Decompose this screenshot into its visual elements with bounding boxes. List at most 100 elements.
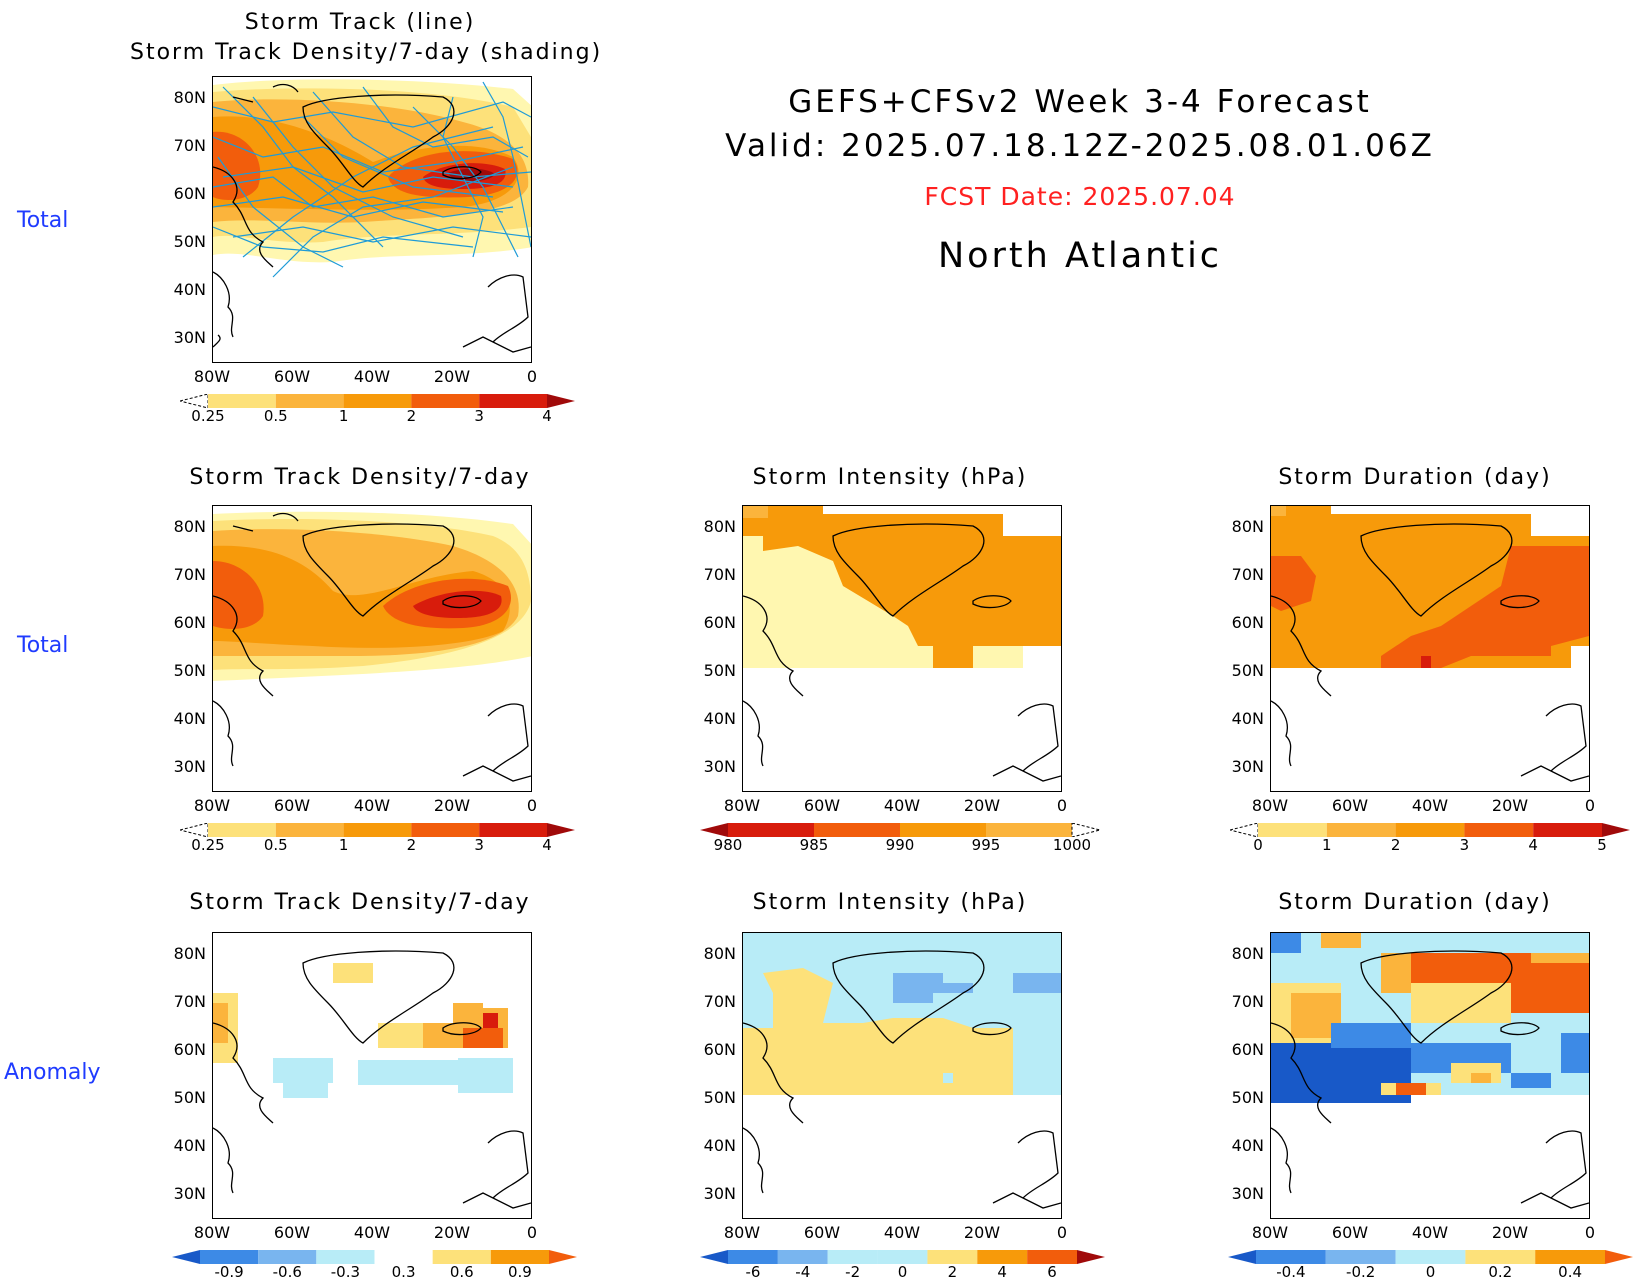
colorbar-segment	[900, 823, 986, 837]
colorbar-tick-label: -2	[845, 1263, 861, 1281]
lat-tick-label: 40N	[703, 709, 736, 728]
colorbar-intensity-total	[700, 823, 1100, 837]
lat-tick-label: 80N	[1231, 517, 1264, 536]
lon-tick-label: 60W	[1331, 796, 1369, 815]
lat-tick-label: 40N	[1231, 1136, 1264, 1155]
colorbar-duration-anom	[1228, 1250, 1633, 1264]
lat-tick-label: 80N	[173, 944, 206, 963]
lat-tick-label: 30N	[173, 328, 206, 347]
lat-tick-label: 60N	[173, 1040, 206, 1059]
colorbar-duration-total	[1230, 823, 1630, 837]
lon-tick-label: 80W	[1251, 796, 1289, 815]
lon-tick-label: 80W	[723, 1223, 761, 1242]
panel-1-coastline	[213, 83, 531, 353]
lon-tick-label: 60W	[273, 367, 311, 386]
lon-tick-label: 80W	[193, 1223, 231, 1242]
lon-tick-label: 0	[1584, 796, 1596, 815]
lat-tick-label: 30N	[173, 757, 206, 776]
colorbar-tick-label: 0.3	[391, 1263, 416, 1281]
lon-tick-label: 20W	[433, 1223, 471, 1242]
colorbar-segment	[549, 1250, 577, 1264]
colorbar-segment	[316, 1250, 375, 1264]
lon-tick-label: 60W	[273, 1223, 311, 1242]
colorbar-segment	[1605, 1250, 1633, 1264]
region-title: North Atlantic	[937, 236, 1223, 276]
colorbar-tick-label: -0.9	[214, 1263, 244, 1281]
lon-tick-label: 80W	[723, 796, 761, 815]
panel-4-coastline	[1271, 523, 1589, 782]
colorbar-tick-label: 0.9	[507, 1263, 532, 1281]
lon-tick-label: 20W	[963, 1223, 1001, 1242]
lat-tick-label: 30N	[703, 757, 736, 776]
colorbar-segment	[728, 1250, 778, 1264]
lat-tick-label: 30N	[1231, 1184, 1264, 1203]
colorbar-segment	[1256, 1250, 1326, 1264]
panel-2-title: Storm Track Density/7-day	[189, 465, 531, 490]
lon-tick-label: 60W	[1331, 1223, 1369, 1242]
lon-tick-label: 80W	[193, 796, 231, 815]
colorbar-segment	[1326, 823, 1396, 837]
colorbar-segment	[172, 1250, 200, 1264]
colorbar-tick-label: 1000	[1052, 836, 1092, 854]
lat-tick-label: 40N	[1231, 709, 1264, 728]
lon-tick-label: 40W	[883, 796, 921, 815]
colorbar-tick-label: 0	[1253, 836, 1263, 854]
colorbar-segment	[275, 394, 344, 408]
colorbar-segment	[827, 1250, 878, 1264]
colorbar-segment	[343, 823, 412, 837]
panel-7-coastline	[1271, 950, 1589, 1209]
colorbar-segment	[1602, 823, 1630, 837]
colorbar-tick-label: 2	[406, 407, 417, 425]
lat-tick-label: 50N	[1231, 1088, 1264, 1107]
colorbar-segment	[200, 1250, 259, 1264]
lon-tick-label: 40W	[353, 1223, 391, 1242]
lat-tick-label: 70N	[173, 565, 206, 584]
lon-tick-label: 40W	[883, 1223, 921, 1242]
panel-1-storm-tracks	[213, 81, 531, 278]
colorbar-tick-label: 985	[799, 836, 829, 854]
lon-tick-label: 0	[526, 1223, 538, 1242]
colorbar-segment	[490, 1250, 549, 1264]
lat-tick-label: 40N	[173, 280, 206, 299]
colorbar-tick-label: 995	[971, 836, 1001, 854]
lat-tick-label: 40N	[703, 1136, 736, 1155]
lat-tick-label: 80N	[173, 88, 206, 107]
panel-1-map	[212, 76, 532, 363]
lon-tick-label: 60W	[803, 1223, 841, 1242]
colorbar-tick-label: 5	[1597, 836, 1607, 854]
colorbar-tick-label: 980	[713, 836, 743, 854]
colorbar-tick-label: 4	[997, 1263, 1007, 1281]
colorbar-segment	[977, 1250, 1028, 1264]
lat-tick-label: 70N	[703, 992, 736, 1011]
colorbar-tick-label: 0.5	[263, 836, 288, 854]
lat-tick-label: 80N	[1231, 944, 1264, 963]
lon-tick-label: 0	[1056, 1223, 1068, 1242]
row-label-anomaly: Anomaly	[4, 1060, 101, 1085]
colorbar-tick-label: 0.6	[449, 1263, 474, 1281]
colorbar-segment	[411, 394, 480, 408]
colorbar-segment	[1395, 1250, 1466, 1264]
colorbar-tick-label: 0.4	[1558, 1263, 1583, 1281]
colorbar-segment	[208, 394, 276, 408]
panel-6-title: Storm Intensity (hPa)	[752, 890, 1028, 915]
lat-tick-label: 80N	[703, 517, 736, 536]
lat-tick-label: 30N	[1231, 757, 1264, 776]
panel-2-shading	[213, 511, 531, 681]
lon-tick-label: 20W	[1491, 796, 1529, 815]
colorbar-segment	[728, 823, 814, 837]
colorbar-segment	[700, 823, 728, 837]
colorbar-segment	[1533, 823, 1602, 837]
panel-7-title: Storm Duration (day)	[1278, 890, 1552, 915]
colorbar-segment	[1230, 823, 1259, 837]
row-label-total-2: Total	[17, 633, 69, 658]
colorbar-segment	[1258, 823, 1327, 837]
colorbar-tick-label: 0.2	[1488, 1263, 1513, 1281]
panel-6-map	[742, 932, 1062, 1219]
lon-tick-label: 0	[526, 367, 538, 386]
panel-3-shading	[743, 506, 1061, 668]
fcst-date: FCST Date: 2025.07.04	[924, 182, 1236, 211]
colorbar-tick-label: 0	[897, 1263, 908, 1281]
lon-tick-label: 0	[1584, 1223, 1596, 1242]
colorbar-tick-label: 0.5	[263, 407, 288, 425]
lat-tick-label: 50N	[173, 1088, 206, 1107]
